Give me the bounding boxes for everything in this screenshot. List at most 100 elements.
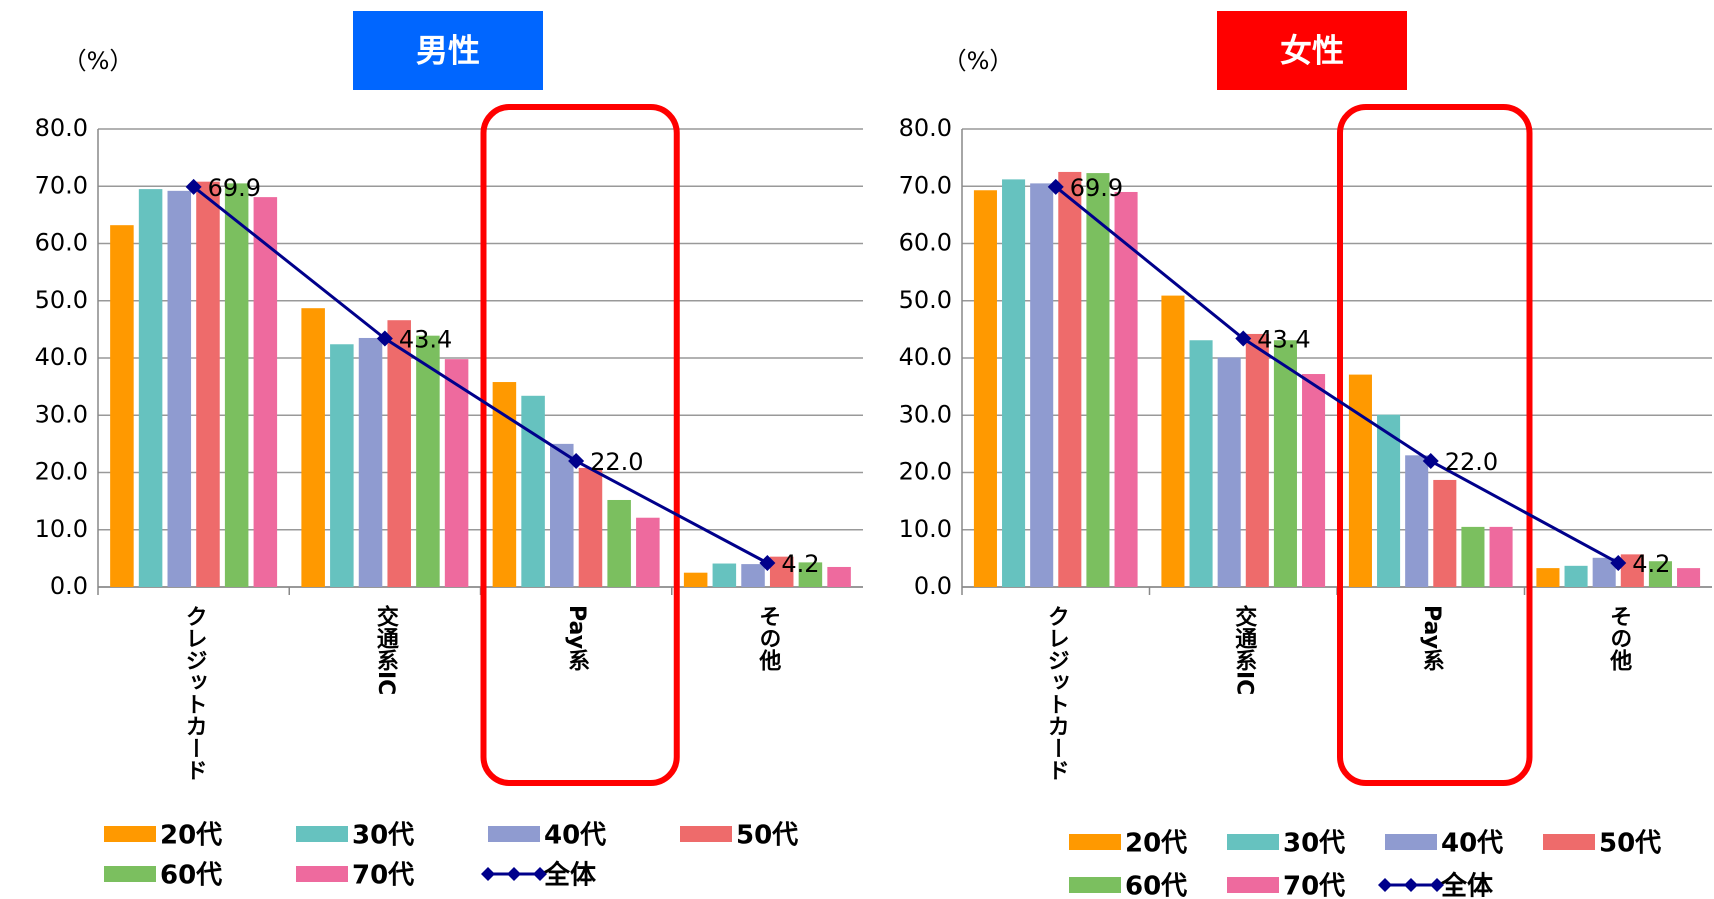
y-axis-label: （%） [943, 47, 1014, 75]
legend-swatch [296, 826, 348, 842]
bar [330, 344, 354, 587]
bar [358, 337, 383, 587]
legend-swatch [1227, 834, 1279, 850]
bar [416, 335, 440, 587]
data-label: 4.2 [781, 550, 819, 578]
legend-swatch [1227, 877, 1279, 893]
bar [1620, 554, 1644, 587]
y-tick-label: 50.0 [35, 286, 88, 314]
bar [550, 443, 574, 587]
bar [1648, 561, 1672, 587]
y-tick-label: 80.0 [35, 114, 88, 142]
bar [224, 183, 249, 587]
title-box [353, 11, 543, 90]
y-axis-label: （%） [63, 47, 134, 75]
y-tick-label: 60.0 [899, 229, 952, 257]
bar [196, 181, 220, 588]
bar [712, 563, 737, 587]
bar [1377, 414, 1401, 587]
legend-swatch [1385, 834, 1437, 850]
data-label: 22.0 [1445, 448, 1498, 476]
legend-label: 40代 [544, 821, 606, 851]
legend-label: 40代 [1441, 829, 1503, 859]
legend-label: 60代 [1125, 872, 1187, 899]
bar [110, 225, 134, 587]
legend-label: 50代 [1599, 829, 1661, 859]
bar [1086, 173, 1110, 587]
bar [1302, 374, 1326, 587]
line-marker [376, 330, 393, 347]
bar [301, 308, 325, 587]
y-tick-label: 60.0 [35, 229, 88, 257]
x-tick-label: クレジットカード [1044, 605, 1069, 781]
data-label: 69.9 [1070, 174, 1123, 202]
legend-label: 60代 [160, 861, 222, 891]
line-marker [1235, 330, 1252, 347]
bar [1461, 526, 1485, 587]
x-tick-label: Pay系 [1419, 605, 1445, 671]
legend-swatch [1543, 834, 1595, 850]
bar [1161, 295, 1185, 587]
legend-swatch [104, 826, 156, 842]
legend-marker [507, 867, 521, 881]
bar [1114, 191, 1138, 587]
bar [1348, 374, 1372, 587]
legend-marker [1430, 878, 1444, 892]
bar [1002, 179, 1026, 587]
line [1054, 185, 1619, 565]
legend-label: 50代 [736, 821, 798, 851]
highlight-frame [480, 104, 680, 786]
legend-label: 70代 [1283, 872, 1345, 899]
y-tick-label: 10.0 [899, 515, 952, 543]
data-label: 43.4 [399, 326, 452, 354]
bar [1217, 357, 1241, 587]
legend-swatch [104, 866, 156, 882]
bar [138, 189, 163, 588]
data-label: 4.2 [1632, 550, 1670, 578]
data-label: 69.9 [208, 174, 261, 202]
bar [1489, 526, 1513, 587]
legend-swatch [1069, 834, 1121, 850]
bar [521, 395, 545, 587]
y-tick-label: 80.0 [899, 114, 952, 142]
legend-label: 20代 [160, 821, 222, 851]
y-tick-label: 30.0 [899, 400, 952, 428]
bar [1030, 183, 1054, 587]
bar [636, 517, 660, 587]
legend-label: 全体 [543, 860, 597, 891]
y-tick-label: 20.0 [35, 458, 88, 486]
data-label: 43.4 [1257, 326, 1310, 354]
x-tick-label: その他 [755, 605, 782, 671]
y-tick-label: 50.0 [899, 286, 952, 314]
legend-marker [1378, 878, 1392, 892]
legend-marker [1404, 878, 1418, 892]
legend-swatch [680, 826, 732, 842]
legend-swatch [296, 866, 348, 882]
x-tick-label: 交通系IC [1231, 604, 1257, 695]
bar [167, 190, 192, 587]
bar [1536, 568, 1560, 587]
y-tick-label: 10.0 [35, 515, 88, 543]
y-tick-label: 40.0 [899, 343, 952, 371]
bar [253, 197, 278, 587]
bar [387, 320, 411, 587]
legend-label: 30代 [352, 821, 414, 851]
bar [741, 564, 765, 587]
line-marker [185, 178, 202, 195]
bar [1245, 333, 1269, 587]
legend-label: 70代 [352, 861, 414, 891]
line-marker [1422, 453, 1439, 470]
data-label: 22.0 [590, 448, 643, 476]
bar [1677, 568, 1701, 587]
bar [1405, 455, 1429, 587]
y-tick-label: 0.0 [914, 572, 952, 600]
bar [1564, 565, 1588, 587]
x-tick-label: その他 [1606, 605, 1633, 671]
legend-marker [533, 867, 547, 881]
bar [1592, 557, 1616, 587]
bar [1433, 479, 1457, 587]
line [192, 185, 769, 565]
legend-label: 30代 [1283, 829, 1345, 859]
bar [492, 382, 517, 587]
